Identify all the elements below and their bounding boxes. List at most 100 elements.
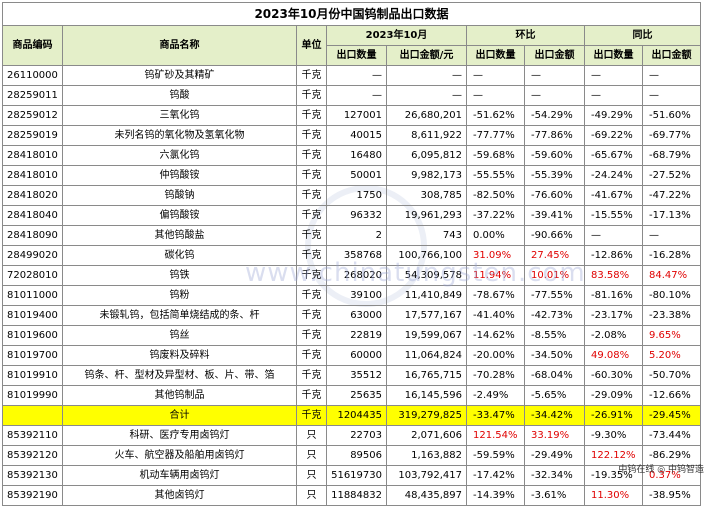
qty-cell: 96332 <box>326 205 387 226</box>
table-row: 81011000 钨粉 千克 39100 11,410,849 -78.67% -77.55… <box>2 285 701 306</box>
qty-cell: 35512 <box>326 365 387 386</box>
code-cell: 81019400 <box>2 305 63 326</box>
code-cell: 28418040 <box>2 205 63 226</box>
unit-cell: 千克 <box>296 365 327 386</box>
code-cell: 72028010 <box>2 265 63 286</box>
yoy-amount-cell: -16.28% <box>642 245 701 266</box>
yoy-qty-cell: — <box>584 65 643 86</box>
watermark-text: www.chinatungsten.com <box>245 258 586 288</box>
qoq-qty-cell: -17.42% <box>466 465 525 486</box>
name-cell: 其他卤钨灯 <box>62 485 297 506</box>
yoy-amount-cell: -73.44% <box>642 425 701 446</box>
code-cell: 81019700 <box>2 345 63 366</box>
code-cell: 28418020 <box>2 185 63 206</box>
qty-cell: — <box>326 65 387 86</box>
code-cell: 85392130 <box>2 465 63 486</box>
amount-cell: 26,680,201 <box>386 105 467 126</box>
code-cell: 81019910 <box>2 365 63 386</box>
header-yoy: 同比 <box>584 25 701 46</box>
header-unit: 单位 <box>296 25 327 66</box>
unit-cell: 千克 <box>296 385 327 406</box>
qoq-amount-cell: -90.66% <box>524 225 585 246</box>
qoq-amount-cell: 33.19% <box>524 425 585 446</box>
name-cell: 合计 <box>62 405 297 426</box>
unit-cell: 千克 <box>296 325 327 346</box>
unit-cell: 千克 <box>296 85 327 106</box>
amount-cell: 19,961,293 <box>386 205 467 226</box>
table-row: 81019700 钨废料及碎料 千克 60000 11,064,824 -20.00% -3… <box>2 345 701 366</box>
qty-cell: 127001 <box>326 105 387 126</box>
name-cell: 科研、医疗专用卤钨灯 <box>62 425 297 446</box>
table-row: 85392130 机动车辆用卤钨灯只 51619730 103,792,417 -17.… <box>2 465 701 486</box>
qoq-amount-cell: -55.39% <box>524 165 585 186</box>
qty-cell: 63000 <box>326 305 387 326</box>
yoy-amount-cell: -27.52% <box>642 165 701 186</box>
qoq-amount-cell: -29.49% <box>524 445 585 466</box>
unit-cell: 千克 <box>296 65 327 86</box>
amount-cell: 743 <box>386 225 467 246</box>
qty-cell: 51619730 <box>326 465 387 486</box>
amount-cell: — <box>386 85 467 106</box>
name-cell: 未列名钨的氧化物及氢氧化物 <box>62 125 297 146</box>
unit-cell: 千克 <box>296 305 327 326</box>
name-cell: 偏钨酸铵 <box>62 205 297 226</box>
table-row: 81019910 钨条、杆、型材及异型材、板、片、带、箔 千克 35512 16,765… <box>2 365 701 386</box>
qoq-qty-cell: -37.22% <box>466 205 525 226</box>
yoy-qty-cell: 83.58% <box>584 265 643 286</box>
header-row-2: 出口数量 出口金额/元 出口数量 出口金额 出口数量 出口金额 <box>3 45 701 66</box>
amount-cell: 19,599,067 <box>386 325 467 346</box>
name-cell: 未锻轧钨，包括简单烧结成的条、杆 <box>62 305 297 326</box>
yoy-qty-cell: -41.67% <box>584 185 643 206</box>
yoy-amount-cell: -17.13% <box>642 205 701 226</box>
qoq-amount-cell: -39.41% <box>524 205 585 226</box>
qoq-qty-cell: -82.50% <box>466 185 525 206</box>
name-cell: 钨条、杆、型材及异型材、板、片、带、箔 <box>62 365 297 386</box>
table-row: 28418040 偏钨酸铵 千克 96332 19,961,293 -37.22% -39.… <box>2 205 701 226</box>
unit-cell: 千克 <box>296 145 327 166</box>
unit-cell: 千克 <box>296 405 327 426</box>
qoq-qty-cell: -55.55% <box>466 165 525 186</box>
code-cell: 28259011 <box>2 85 63 106</box>
yoy-qty-cell: — <box>584 85 643 106</box>
qoq-amount-cell: -42.73% <box>524 305 585 326</box>
unit-cell: 只 <box>296 485 327 506</box>
table-row: 26110000 钨矿砂及其精矿 千克 — — — — — — <box>2 65 701 86</box>
table-row: 28418010 仲钨酸铵 千克 50001 9,982,173 -55.55% -55.3… <box>2 165 701 186</box>
table-row: 85392110 科研、医疗专用卤钨灯只 22703 2,071,606 121.54%… <box>2 425 701 446</box>
code-cell: 28499020 <box>2 245 63 266</box>
qoq-amount-cell: -8.55% <box>524 325 585 346</box>
name-cell: 钨矿砂及其精矿 <box>62 65 297 86</box>
yoy-amount-cell: -50.70% <box>642 365 701 386</box>
amount-cell: 16,765,715 <box>386 365 467 386</box>
qty-cell: 40015 <box>326 125 387 146</box>
yoy-qty-cell: -23.17% <box>584 305 643 326</box>
name-cell: 钨酸 <box>62 85 297 106</box>
name-cell: 钨废料及碎料 <box>62 345 297 366</box>
qoq-amount-cell: — <box>524 85 585 106</box>
qoq-qty-cell: — <box>466 65 525 86</box>
yoy-amount-cell: — <box>642 85 701 106</box>
qty-cell: 60000 <box>326 345 387 366</box>
name-cell: 其他钨酸盐 <box>62 225 297 246</box>
yoy-qty-cell: -29.09% <box>584 385 643 406</box>
name-cell: 火车、航空器及船舶用卤钨灯 <box>62 445 297 466</box>
qoq-qty-cell: -78.67% <box>466 285 525 306</box>
header-name: 商品名称 <box>62 25 297 66</box>
header-period: 2023年10月 <box>326 25 467 46</box>
code-cell: 85392190 <box>2 485 63 506</box>
table-row: 81019990 其他钨制品 千克 25635 16,145,596 -2.49% -5.6… <box>2 385 701 406</box>
unit-cell: 只 <box>296 465 327 486</box>
code-cell: 85392120 <box>2 445 63 466</box>
header-yoy-amount: 出口金额 <box>642 45 701 66</box>
code-cell: 81011000 <box>2 285 63 306</box>
code-cell: 28418090 <box>2 225 63 246</box>
qoq-amount-cell: — <box>524 65 585 86</box>
table-row: 28418020 钨酸钠 千克 1750 308,785 -82.50% -76.60% -4… <box>2 185 701 206</box>
qoq-qty-cell: -2.49% <box>466 385 525 406</box>
unit-cell: 千克 <box>296 125 327 146</box>
table-row: 72028010 钨铁 千克 268020 54,309,578 11.94% 10.01%… <box>2 265 701 286</box>
table-row: 28259011 钨酸 千克 — — — — — — <box>2 85 701 106</box>
yoy-amount-cell: 9.65% <box>642 325 701 346</box>
qoq-qty-cell: -20.00% <box>466 345 525 366</box>
